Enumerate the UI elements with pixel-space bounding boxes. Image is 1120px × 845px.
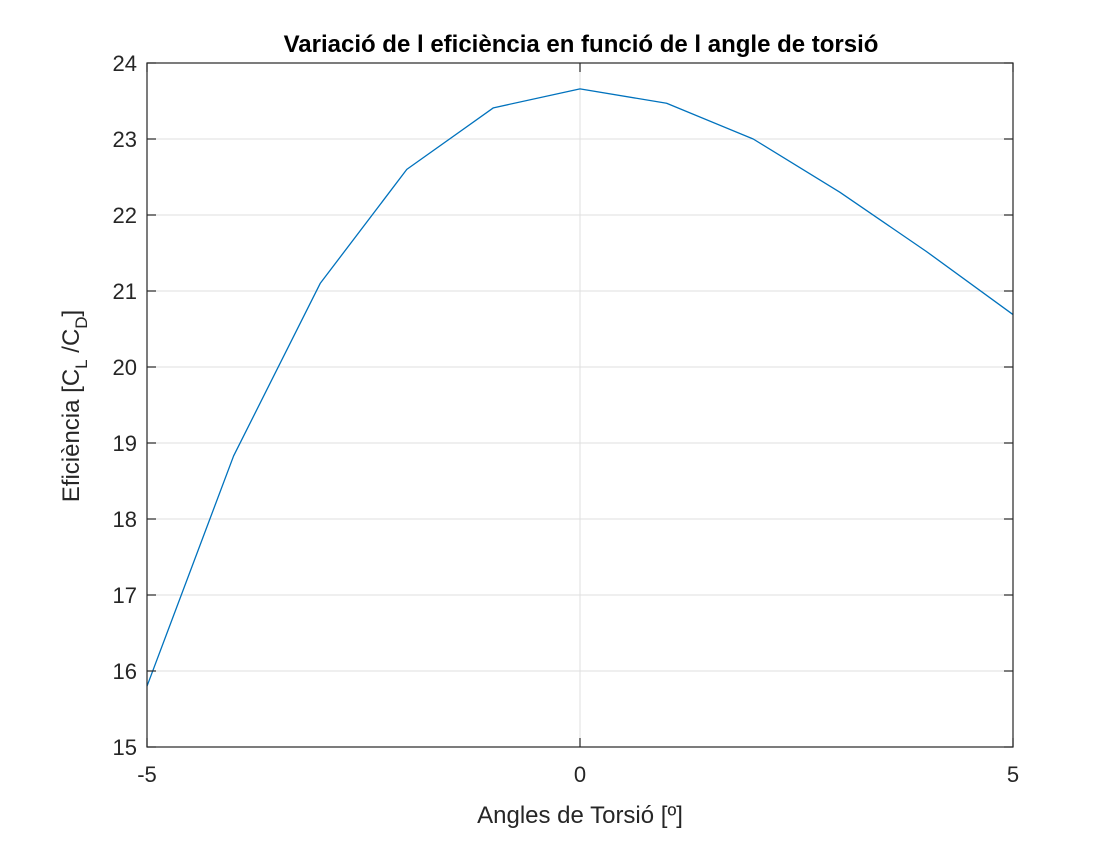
y-axis-label-mid: /C [58,329,85,360]
y-tick-label: 19 [113,431,137,456]
data-point [320,283,321,284]
chart-title: Variació de l eficiència en funció de l … [284,31,879,58]
data-point [493,107,494,108]
x-tick-label: 0 [574,762,586,787]
series-layer [146,88,1014,687]
grid-lines [146,62,1014,748]
y-tick-label: 22 [113,203,137,228]
y-axis-label-suffix: ] [58,310,85,317]
y-tick-label: 24 [113,51,137,76]
data-point [666,103,667,104]
y-tick-label: 23 [113,127,137,152]
tick-marks [146,62,1014,748]
data-point [926,251,927,252]
y-tick-label: 17 [113,583,137,608]
data-point [579,88,580,89]
y-tick-label: 20 [113,355,137,380]
y-axis-label-sub-d: D [72,316,91,328]
y-tick-label: 16 [113,659,137,684]
x-tick-label: -5 [137,762,157,787]
y-axis-label-prefix: Eficiència [C [58,369,85,502]
data-point [839,192,840,193]
x-tick-label: 5 [1007,762,1019,787]
series-line [146,88,1014,687]
y-tick-label: 18 [113,507,137,532]
y-tick-label: 21 [113,279,137,304]
data-point [753,138,754,139]
y-tick-label: 15 [113,735,137,760]
y-axis-label-sub-l: L [72,359,91,368]
data-point [233,455,234,456]
tick-labels: 15 16 17 18 19 20 21 22 23 24 -5 0 5 [113,51,1020,787]
x-axis-label: Angles de Torsió [º] [477,802,683,829]
y-axis-label: Eficiència [CL /CD] [58,310,91,502]
data-point [406,169,407,170]
